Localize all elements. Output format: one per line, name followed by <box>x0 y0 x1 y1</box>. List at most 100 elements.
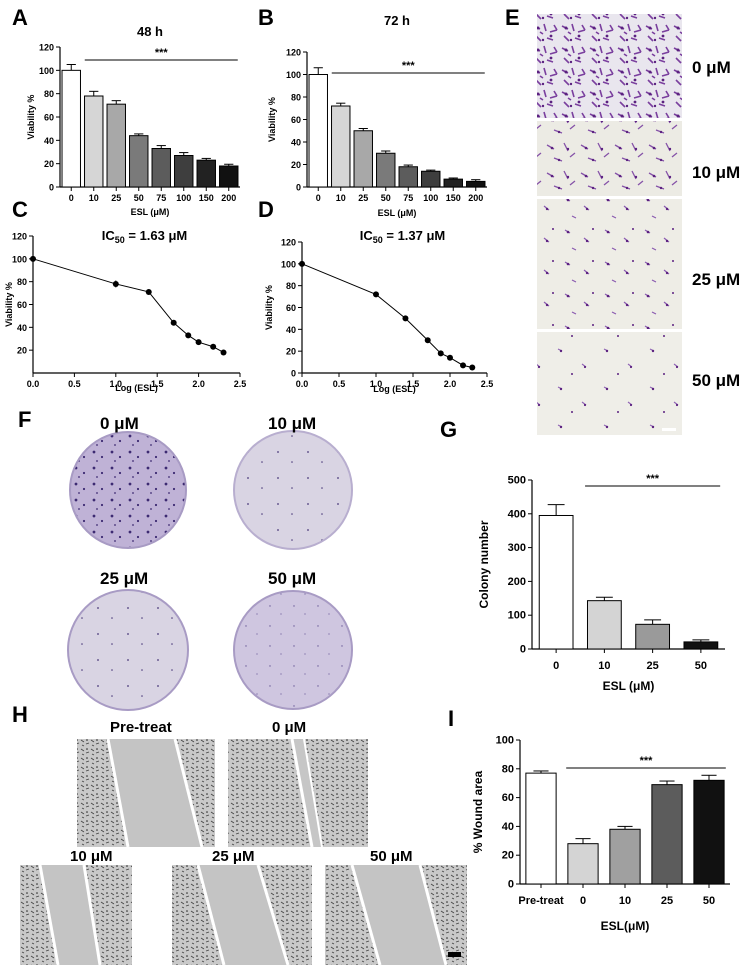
plate-f-50um <box>233 590 353 710</box>
wound-image-10um <box>20 864 132 966</box>
chart-D-point <box>447 354 453 361</box>
chart-B-bar <box>376 152 396 188</box>
chart-D-point <box>299 260 305 267</box>
chart-C-ytick-label: 20 <box>17 346 27 356</box>
chart-C-series-line <box>32 258 224 353</box>
panel-letter-h: H <box>12 702 28 727</box>
label-e-10um: 10 μM <box>692 163 740 182</box>
chart-I-bar <box>567 843 599 885</box>
chart-G-bar <box>586 600 622 650</box>
plate-f-0um <box>69 431 187 549</box>
chart-B-xlabel: ESL (μM) <box>378 208 417 218</box>
chart-B-ytick-label: 20 <box>291 160 301 170</box>
chart-C-ytick-label: 120 <box>12 232 27 242</box>
panel-e-micrographs <box>537 14 682 435</box>
chart-D-point <box>424 337 431 344</box>
chart-I-ytick-label: 0 <box>508 879 514 891</box>
chart-B-xtick-label: 10 <box>336 193 346 203</box>
chart-G-ytick-label: 0 <box>520 644 526 656</box>
chart-C-xtick-label: 0.5 <box>68 379 81 389</box>
chart-A-significance-label: *** <box>155 47 169 59</box>
chart-D-xtick-label: 1.5 <box>407 379 420 389</box>
chart-C-point <box>30 255 36 262</box>
chart-G-xtick-label: 10 <box>598 660 610 672</box>
chart-B-xtick-label: 25 <box>358 193 368 203</box>
chart-C-xtick-label: 2.5 <box>234 379 247 389</box>
chart-A-xtick-label: 150 <box>199 193 214 203</box>
chart-G-ytick-label: 200 <box>508 576 526 588</box>
chart-C-ic50-label: IC50 = 1.63 μM <box>102 228 188 245</box>
panel-letter-a: A <box>12 5 28 30</box>
wound-image-25um <box>172 864 312 966</box>
chart-D-ytick-label: 120 <box>281 238 296 248</box>
chart-D-ytick-label: 80 <box>286 281 296 291</box>
chart-I-xtick-label: 50 <box>703 895 715 907</box>
chart-A-bar <box>61 69 81 188</box>
label-h-50um: 50 μM <box>370 848 413 865</box>
chart-B-ylabel: Viability % <box>267 97 277 142</box>
chart-A-xtick-label: 75 <box>156 193 166 203</box>
chart-A-xtick-label: 10 <box>89 193 99 203</box>
chart-A-ytick-label: 60 <box>44 113 54 123</box>
chart-B-bar <box>443 178 463 188</box>
chart-A-title: 48 h <box>137 24 163 39</box>
chart-I-xtick-label: 0 <box>580 895 586 907</box>
chart-I-ytick-label: 60 <box>502 792 514 804</box>
panel-h-wound-images <box>20 738 467 966</box>
label-f-50um: 50 μM <box>268 569 316 588</box>
chart-D-ytick-label: 60 <box>286 303 296 313</box>
chart-C-ytick-label: 100 <box>12 254 27 264</box>
chart-I-ytick-label: 80 <box>502 763 514 775</box>
chart-G-ytick-label: 500 <box>508 475 526 487</box>
wound-image-0um <box>228 738 368 848</box>
chart-D-ytick-label: 100 <box>281 259 296 269</box>
chart-I-ytick-label: 40 <box>502 821 514 833</box>
chart-B-ytick-label: 60 <box>291 115 301 125</box>
chart-C-ytick-label: 80 <box>17 277 27 287</box>
chart-C-point <box>145 288 152 295</box>
chart-B-xtick-label: 150 <box>446 193 461 203</box>
chart-C-xtick-label: 2.0 <box>192 379 205 389</box>
chart-G-xtick-label: 0 <box>553 660 559 672</box>
label-h-10um: 10 μM <box>70 848 113 865</box>
chart-I-xtick-label: 10 <box>619 895 631 907</box>
micrograph-e-0um <box>537 14 682 118</box>
chart-C-xtick-label: 1.0 <box>110 379 123 389</box>
chart-C-xlabel: Log (ESL) <box>115 383 158 393</box>
chart-A-ytick-label: 20 <box>44 159 54 169</box>
label-f-0um: 0 μM <box>100 414 139 433</box>
label-h-pretreat: Pre-treat <box>110 719 172 736</box>
micrograph-e-50um <box>537 332 682 435</box>
chart-A-bar <box>174 155 194 188</box>
chart-A-xtick-label: 25 <box>111 193 121 203</box>
chart-D-xlabel: Log (ESL) <box>373 384 416 394</box>
chart-B-ytick-label: 0 <box>296 183 301 193</box>
chart-D-xtick-label: 0.0 <box>296 379 309 389</box>
panel-letter-i: I <box>448 706 454 731</box>
chart-B-ytick-label: 80 <box>291 93 301 103</box>
label-e-25um: 25 μM <box>692 270 740 289</box>
chart-I-xlabel: ESL(μM) <box>601 919 650 933</box>
label-f-10um: 10 μM <box>268 414 316 433</box>
panel-letter-f: F <box>18 407 31 432</box>
panel-f-plates <box>67 430 353 711</box>
label-h-25um: 25 μM <box>212 848 255 865</box>
chart-A-bar <box>129 135 149 188</box>
chart-D-ic50-label: IC50 = 1.37 μM <box>360 228 446 245</box>
chart-I-xtick-label: Pre-treat <box>518 895 564 907</box>
chart-C-point <box>185 332 192 339</box>
micrograph-e-25um <box>537 199 682 329</box>
chart-C-xtick-label: 1.5 <box>151 379 164 389</box>
chart-C-point <box>112 280 119 287</box>
chart-A-ytick-label: 80 <box>44 89 54 99</box>
plate-f-10um <box>233 430 353 550</box>
wound-image-50um <box>325 864 467 966</box>
chart-G-xtick-label: 25 <box>647 660 659 672</box>
chart-I-bar <box>609 828 641 885</box>
chart-A-xtick-label: 100 <box>176 193 191 203</box>
chart-C-xtick-label: 0.0 <box>27 379 40 389</box>
chart-G-bar <box>538 514 574 650</box>
chart-B-ytick-label: 100 <box>286 70 301 80</box>
panel-letter-d: D <box>258 197 274 222</box>
